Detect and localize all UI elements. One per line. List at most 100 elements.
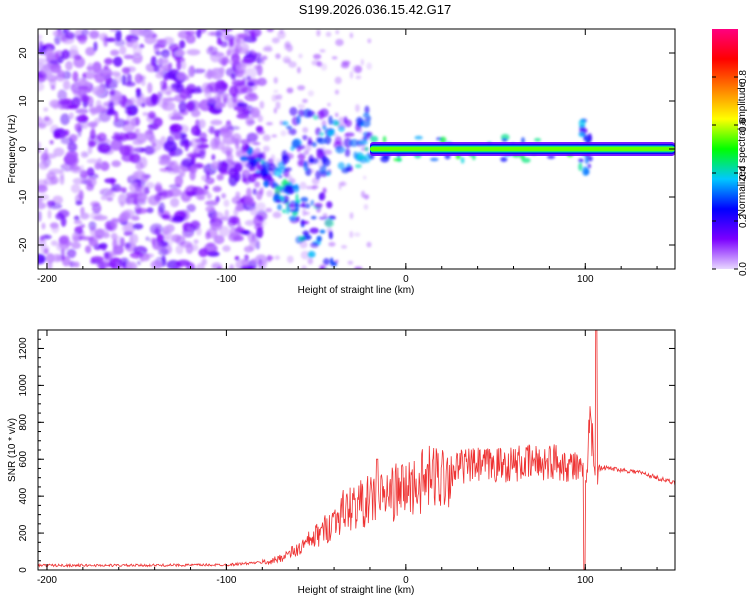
heatmap-cell — [52, 253, 62, 263]
heatmap-cell — [60, 113, 70, 126]
heatmap-cell — [275, 199, 282, 203]
heatmap-cell — [88, 238, 99, 247]
heatmap-cell — [578, 131, 585, 138]
heatmap-cell — [206, 242, 215, 247]
heatmap-cell — [87, 140, 96, 148]
heatmap-cell — [38, 235, 47, 248]
heatmap-cell — [90, 235, 103, 240]
heatmap-cell — [156, 38, 168, 44]
heatmap-cell — [500, 156, 508, 162]
heatmap-cell — [91, 85, 105, 96]
heatmap-cell — [119, 45, 127, 55]
heatmap-cell — [328, 115, 333, 125]
heatmap-cell — [98, 110, 111, 123]
heatmap-cell — [176, 259, 191, 267]
heatmap-cell — [96, 260, 110, 269]
heatmap-cell — [349, 71, 354, 79]
heatmap-cell — [46, 171, 57, 180]
heatmap-cell — [316, 148, 324, 153]
heatmap-cell — [110, 217, 118, 229]
heatmap-cell — [40, 69, 51, 75]
heatmap-cell — [189, 65, 195, 75]
heatmap-cell — [140, 29, 155, 38]
heatmap-cell — [211, 161, 219, 170]
heatmap-cell — [316, 235, 322, 243]
heatmap-cell — [123, 221, 136, 233]
heatmap-cell — [197, 189, 210, 196]
heatmap-cell — [382, 135, 387, 143]
heatmap-cell — [69, 44, 79, 56]
heatmap-cell — [121, 153, 135, 162]
heatmap-cell — [90, 211, 103, 221]
heatmap-cell — [57, 89, 68, 101]
snr-x-tick-label: -100 — [216, 575, 236, 586]
heatmap-cell — [301, 265, 308, 269]
heatmap-cell — [89, 224, 97, 237]
heatmap-cell — [71, 232, 80, 243]
heatmap-cell — [139, 186, 147, 196]
heatmap-cell — [282, 178, 288, 187]
heatmap-cell — [181, 60, 187, 70]
heatmap-cell — [277, 203, 282, 211]
heatmap-cell — [322, 125, 327, 131]
heatmap-cell — [228, 85, 239, 97]
heatmap-cell — [334, 112, 339, 117]
colorbar-tick-label: 0.0 — [738, 262, 749, 276]
heatmap-cell — [314, 202, 323, 208]
colorbar-tick-label: 0.2 — [738, 214, 749, 228]
heatmap-cell — [259, 168, 268, 177]
heatmap-cell — [145, 236, 150, 241]
heatmap-cell — [262, 134, 271, 142]
heatmap-cell — [316, 29, 321, 37]
heatmap-cell — [180, 190, 192, 203]
heatmap-cell — [50, 85, 56, 91]
heatmap-cell — [327, 102, 331, 107]
colorbar — [712, 29, 738, 269]
heatmap-cell — [175, 49, 186, 56]
heatmap-cell — [162, 64, 172, 72]
heatmap-cell — [271, 37, 280, 44]
heatmap-cell — [349, 212, 354, 220]
heatmap-cell — [245, 180, 250, 185]
heatmap-ridge-band — [369, 146, 675, 152]
heatmap-cell — [121, 74, 127, 86]
heatmap-cell — [354, 266, 363, 269]
heatmap-cell — [176, 59, 182, 71]
heatmap-cell — [241, 143, 250, 152]
heatmap-cell — [230, 49, 238, 56]
heatmap-cell — [324, 219, 334, 228]
heatmap-cell — [295, 193, 299, 203]
heatmap-cell — [75, 200, 83, 206]
heatmap-cell — [307, 137, 312, 145]
heatmap-cell — [99, 161, 110, 172]
heatmap-cell — [132, 45, 143, 57]
heatmap-cell — [169, 197, 180, 208]
heatmap-cell — [67, 142, 78, 152]
heatmap-cell — [151, 139, 163, 151]
heatmap-y-tick-label: 0 — [18, 146, 29, 152]
heatmap-cell — [247, 133, 259, 141]
heatmap-cell — [140, 173, 149, 182]
heatmap-cell — [187, 227, 193, 233]
heatmap-cell — [578, 158, 584, 163]
heatmap-cell — [222, 245, 231, 252]
heatmap-cell — [319, 229, 326, 234]
heatmap-cell — [341, 60, 351, 65]
heatmap-cell — [49, 99, 61, 109]
heatmap-cell — [65, 60, 73, 71]
heatmap-cell — [184, 141, 189, 152]
heatmap-cell — [186, 204, 196, 213]
heatmap-cell — [282, 56, 291, 64]
heatmap-cell — [262, 145, 270, 153]
heatmap-cell — [115, 186, 128, 192]
heatmap-x-tick-label: 100 — [577, 274, 594, 285]
heatmap-cell — [61, 49, 70, 60]
heatmap-cell — [142, 111, 149, 117]
heatmap-cell — [126, 260, 131, 269]
heatmap-cell — [302, 134, 308, 141]
heatmap-cell — [118, 95, 123, 104]
snr-y-tick-label: 200 — [18, 524, 29, 541]
heatmap-cell — [175, 244, 184, 255]
heatmap-cell — [79, 164, 85, 175]
heatmap-cell — [364, 105, 370, 115]
